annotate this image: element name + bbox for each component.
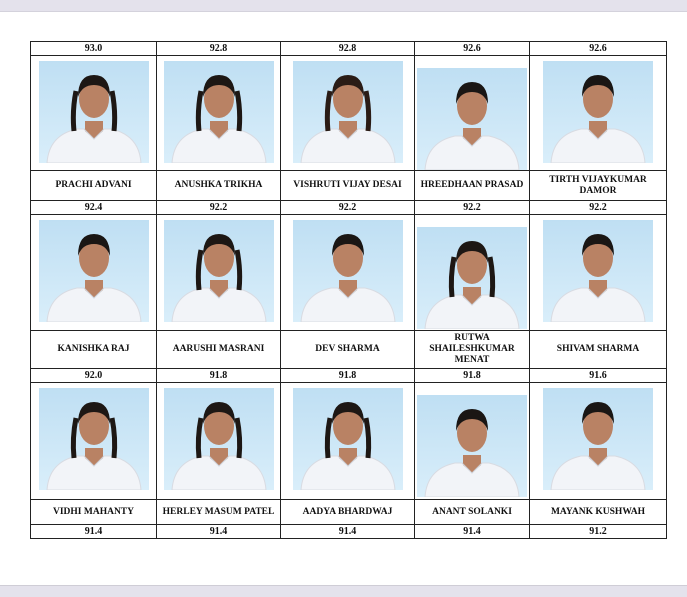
photo-cell: [280, 214, 415, 331]
score-cell: 91.8: [156, 368, 281, 383]
score-cell: 92.2: [414, 200, 530, 215]
viewer-background: [0, 585, 687, 597]
student-photo: [292, 220, 403, 322]
photo-cell: [30, 214, 157, 331]
photo-cell: [414, 214, 530, 331]
photo-cell: [414, 382, 530, 500]
student-name: KANISHKA RAJ: [30, 330, 157, 369]
student-photo: [163, 220, 274, 322]
student-name: HERLEY MASUM PATEL: [156, 499, 281, 525]
score-cell: 91.8: [280, 368, 415, 383]
student-photo: [417, 395, 527, 497]
photo-cell: [30, 55, 157, 171]
score-cell: 91.4: [156, 524, 281, 539]
student-photo: [417, 68, 527, 170]
score-cell: 92.2: [280, 200, 415, 215]
score-cell: 92.8: [156, 41, 281, 56]
name-row: VIDHI MAHANTY HERLEY MASUM PATEL AADYA BHA…: [30, 499, 667, 525]
photo-cell: [30, 382, 157, 500]
student-photo: [38, 61, 149, 163]
score-cell: 91.4: [30, 524, 157, 539]
score-row: 93.0 92.8 92.8 92.6 92.6: [30, 41, 667, 56]
name-row: KANISHKA RAJ AARUSHI MASRANI DEV SHARMA RUT…: [30, 330, 667, 369]
student-name: AARUSHI MASRANI: [156, 330, 281, 369]
score-cell: 92.4: [30, 200, 157, 215]
score-cell: 92.6: [414, 41, 530, 56]
score-row: 92.4 92.2 92.2 92.2 92.2: [30, 200, 667, 215]
photo-cell: [156, 55, 281, 171]
score-cell: 92.0: [30, 368, 157, 383]
photo-row: [30, 214, 667, 331]
student-photo: [292, 61, 403, 163]
student-name: SHIVAM SHARMA: [529, 330, 667, 369]
photo-cell: [414, 55, 530, 171]
student-photo: [163, 61, 274, 163]
merit-list-table: 93.0 92.8 92.8 92.6 92.6: [30, 41, 667, 539]
student-photo: [543, 61, 653, 163]
student-name: MAYANK KUSHWAH: [529, 499, 667, 525]
student-name: RUTWA SHAILESHKUMAR MENAT: [414, 330, 530, 369]
photo-cell: [280, 382, 415, 500]
student-photo: [292, 388, 403, 490]
photo-row: [30, 55, 667, 171]
photo-cell: [280, 55, 415, 171]
student-photo: [38, 220, 149, 322]
score-cell: 92.2: [156, 200, 281, 215]
student-photo: [543, 220, 653, 322]
student-name: TIRTH VIJAYKUMAR DAMOR: [529, 170, 667, 201]
score-cell: 91.2: [529, 524, 667, 539]
photo-row: [30, 382, 667, 500]
student-name: ANUSHKA TRIKHA: [156, 170, 281, 201]
score-row: 92.0 91.8 91.8 91.8 91.6: [30, 368, 667, 383]
score-cell: 91.8: [414, 368, 530, 383]
photo-cell: [529, 214, 667, 331]
photo-cell: [529, 55, 667, 171]
score-row: 91.4 91.4 91.4 91.4 91.2: [30, 524, 667, 539]
student-name: ANANT SOLANKI: [414, 499, 530, 525]
score-cell: 92.8: [280, 41, 415, 56]
student-name: AADYA BHARDWAJ: [280, 499, 415, 525]
score-cell: 93.0: [30, 41, 157, 56]
score-cell: 91.4: [414, 524, 530, 539]
score-cell: 92.6: [529, 41, 667, 56]
student-photo: [38, 388, 149, 490]
student-name: VIDHI MAHANTY: [30, 499, 157, 525]
score-cell: 91.4: [280, 524, 415, 539]
student-name: VISHRUTI VIJAY DESAI: [280, 170, 415, 201]
photo-cell: [156, 382, 281, 500]
student-name: HREEDHAAN PRASAD: [414, 170, 530, 201]
score-cell: 92.2: [529, 200, 667, 215]
photo-cell: [156, 214, 281, 331]
name-row: PRACHI ADVANI ANUSHKA TRIKHA VISHRUTI VIJA…: [30, 170, 667, 201]
student-photo: [543, 388, 653, 490]
score-cell: 91.6: [529, 368, 667, 383]
photo-cell: [529, 382, 667, 500]
student-name: PRACHI ADVANI: [30, 170, 157, 201]
student-name: DEV SHARMA: [280, 330, 415, 369]
student-photo: [417, 227, 527, 329]
student-photo: [163, 388, 274, 490]
